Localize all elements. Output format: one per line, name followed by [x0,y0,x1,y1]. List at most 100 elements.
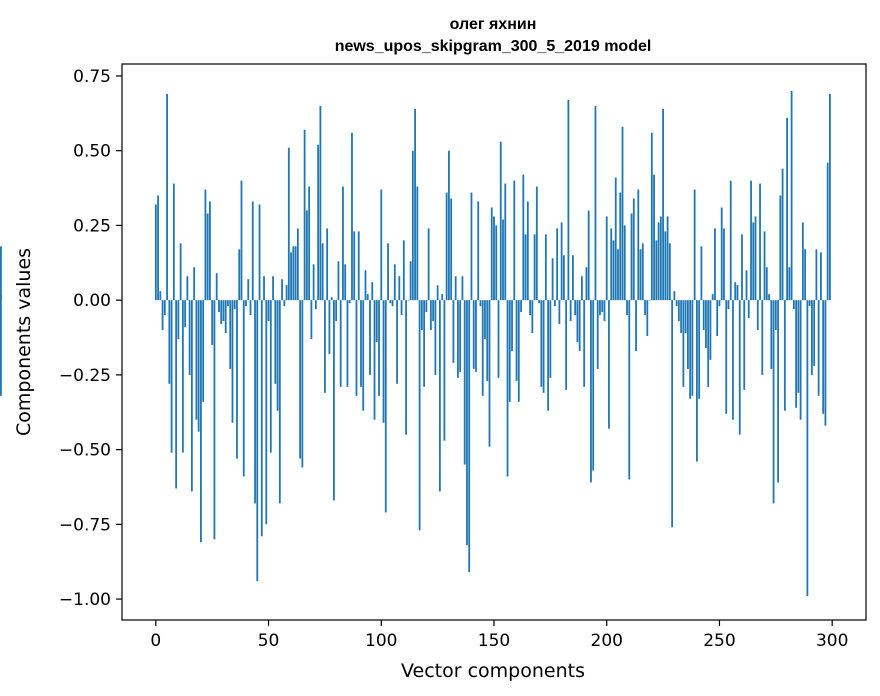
bar [662,108,664,301]
bar [538,300,540,304]
bar [815,249,818,301]
bar [387,243,389,301]
bar [310,300,313,340]
bar [786,117,788,301]
bar [659,216,662,301]
bar [319,105,322,301]
bar [457,300,459,378]
bar [549,300,552,378]
bar [254,300,256,504]
bar [596,300,599,369]
bar [732,300,734,420]
bar [168,300,171,384]
bar [777,300,779,483]
bar [290,252,292,301]
x-tick-label: 300 [816,631,848,651]
bar [369,300,371,375]
bar [337,261,340,301]
bar [292,246,295,301]
bar [224,300,227,334]
bar [558,300,561,325]
bar [531,300,534,334]
bar [641,243,644,301]
bar [752,222,755,301]
bar [432,300,435,322]
bar [229,300,232,369]
bar [714,228,716,301]
y-tick-label: 0.25 [73,216,111,236]
bar [0,246,2,301]
bar [420,300,423,331]
chart-title-line1: олег яхнин [450,16,537,33]
bar [405,300,407,435]
plot-frame [121,63,867,621]
bar [486,300,489,381]
bar [533,234,536,301]
bar [754,216,757,301]
bar [477,201,480,301]
bar [684,300,687,334]
bar [743,300,746,390]
bar [454,276,457,301]
bar [788,267,791,301]
bar [632,198,635,301]
x-axis-label: Vector components [401,660,585,682]
bar [799,300,802,420]
bar [172,183,175,301]
bar [314,300,317,310]
bar [723,228,725,301]
bar [822,300,825,414]
bar [709,300,712,360]
bar [373,300,376,420]
bar [756,300,759,331]
bar [188,300,191,375]
bar [829,93,831,301]
bar [750,180,752,301]
bar [267,300,270,322]
y-tick-label: −0.25 [59,366,111,386]
bar [741,234,743,301]
bar [281,279,283,301]
bar [497,300,500,378]
bar [202,300,205,402]
bar [301,300,304,468]
bar [783,300,786,411]
bar [285,285,288,301]
bar [317,144,320,301]
bar [398,276,401,301]
bar [342,186,344,301]
bar [705,300,707,348]
bar [186,276,189,301]
bar [790,90,793,301]
bar [653,174,655,301]
bar [283,300,286,307]
bar [761,300,764,375]
bar [797,300,800,393]
bar [434,300,437,375]
bar [637,189,640,301]
y-tick-label: 0.75 [73,67,111,87]
y-axis: 0.75 0.50 0.25 0.00 −0.25 −0.50 −0.75 −1.00 [59,67,122,610]
bar [328,300,331,354]
x-tick-label: 100 [365,631,397,651]
bar [249,300,252,316]
bar [233,300,236,310]
bar [213,300,216,540]
bar [691,300,694,396]
bar [0,300,2,396]
bar [601,300,604,313]
bar [479,300,482,307]
bar [720,207,723,301]
bar [759,183,761,301]
bar [657,222,660,301]
x-tick-label: 250 [703,631,735,651]
bar [556,228,559,301]
bar [276,300,279,411]
bar [608,300,610,429]
bar [443,300,446,441]
bar [263,276,265,301]
bar [303,129,306,301]
bar [353,231,356,301]
bar [581,276,583,301]
bar [238,249,241,301]
